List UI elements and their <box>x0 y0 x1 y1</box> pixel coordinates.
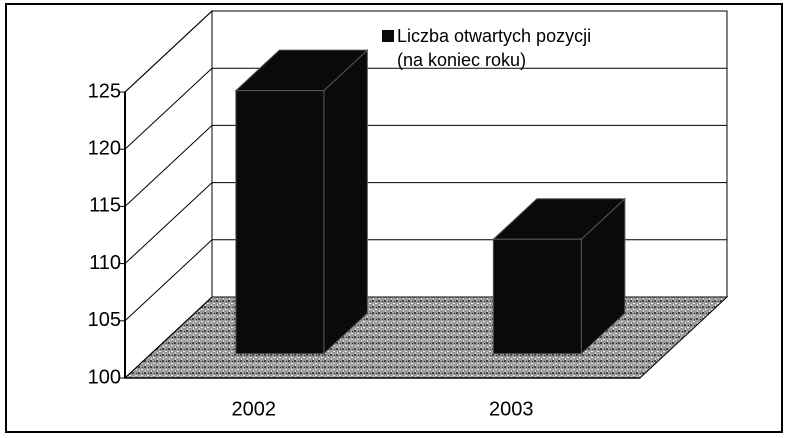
y-tick-label: 125 <box>88 80 121 102</box>
y-tick-label: 115 <box>89 195 121 217</box>
grid-line <box>124 124 727 207</box>
y-tick-label: 120 <box>88 137 121 159</box>
grid-line <box>124 10 727 93</box>
grid-line <box>124 67 727 150</box>
grid-line <box>124 182 727 264</box>
y-tick-label: 100 <box>88 366 121 388</box>
frame <box>5 3 783 433</box>
legend-key <box>382 30 394 42</box>
bar <box>492 238 582 355</box>
bar-side <box>323 48 368 355</box>
bar <box>235 90 325 355</box>
y-tick-label: 105 <box>88 309 121 331</box>
legend-label: Liczba otwartych pozycji (na koniec roku… <box>397 26 592 70</box>
legend: Liczba otwartych pozycji (na koniec roku… <box>382 24 622 72</box>
x-tick-label: 2003 <box>489 398 534 420</box>
x-tick-label: 2002 <box>232 398 277 420</box>
floor <box>123 296 729 379</box>
y-tick-label: 110 <box>89 252 121 274</box>
